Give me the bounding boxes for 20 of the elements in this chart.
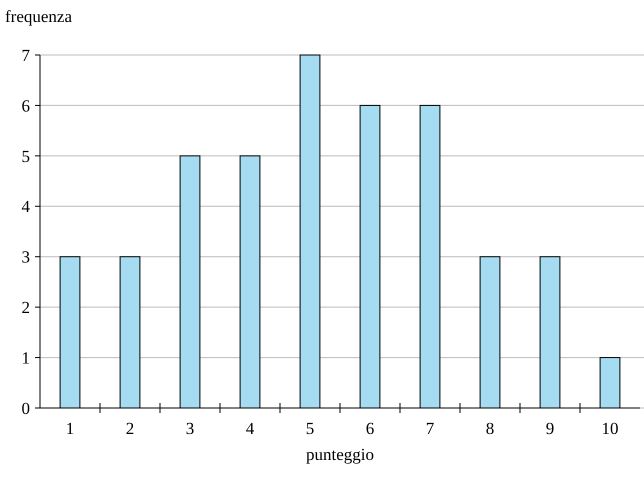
y-tick-label: 1 (22, 348, 30, 368)
x-tick-label: 8 (486, 419, 494, 438)
x-tick-label: 1 (66, 419, 74, 438)
x-tick-label: 4 (246, 419, 255, 438)
y-tick-label: 4 (22, 197, 30, 216)
x-tick-label: 2 (126, 419, 134, 438)
y-tick-label: 7 (22, 46, 30, 65)
y-tick-label: 0 (22, 398, 30, 418)
x-tick-label: 5 (306, 419, 314, 438)
y-tick-label: 5 (22, 146, 30, 166)
x-tick-label: 9 (546, 419, 554, 438)
x-axis-title: punteggio (306, 445, 374, 464)
x-tick-label: 7 (426, 419, 435, 438)
y-tick-label: 2 (22, 298, 30, 318)
x-tick-label: 3 (186, 419, 194, 438)
x-tick-label: 6 (366, 419, 374, 438)
y-tick-label: 6 (22, 96, 30, 116)
y-tick-label: 3 (22, 248, 30, 267)
x-tick-label: 10 (602, 419, 618, 438)
y-axis-title: frequenza (5, 7, 72, 26)
